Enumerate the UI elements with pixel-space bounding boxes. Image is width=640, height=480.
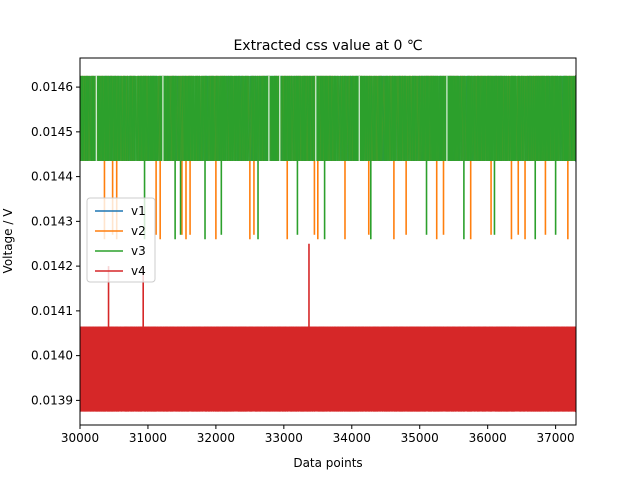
x-axis: 30000 31000 32000 33000 34000 35000 36000 37000 xyxy=(61,425,575,445)
legend-label-v2: v2 xyxy=(131,224,146,238)
series-v2 xyxy=(80,75,576,240)
y-tick-label: 0.0139 xyxy=(31,393,73,407)
x-tick-label: 30000 xyxy=(61,431,99,445)
x-axis-label: Data points xyxy=(293,456,362,470)
x-tick-label: 36000 xyxy=(469,431,507,445)
series-band-v4 xyxy=(80,326,576,412)
y-tick-label: 0.0145 xyxy=(31,125,73,139)
y-tick-label: 0.0140 xyxy=(31,349,73,363)
y-tick-label: 0.0143 xyxy=(31,214,73,228)
series-layer xyxy=(80,75,576,413)
legend-box xyxy=(86,197,156,283)
legend-label-v4: v4 xyxy=(131,264,146,278)
plot-frame xyxy=(79,57,577,426)
y-tick-label: 0.0141 xyxy=(31,304,73,318)
x-tick-label: 34000 xyxy=(333,431,371,445)
series-v4 xyxy=(80,243,576,413)
chart-title: Extracted css value at 0 ℃ xyxy=(233,38,422,54)
x-tick-label: 37000 xyxy=(537,431,575,445)
y-axis: 0.0139 0.0140 0.0141 0.0142 0.0143 0.0144 0.01… xyxy=(31,80,80,407)
legend-label-v1: v1 xyxy=(131,204,146,218)
x-tick-label: 31000 xyxy=(129,431,167,445)
series-band-v3 xyxy=(80,75,576,161)
y-tick-label: 0.0146 xyxy=(31,80,73,94)
x-tick-label: 32000 xyxy=(197,431,235,445)
y-tick-label: 0.0144 xyxy=(31,170,73,184)
legend-label-v3: v3 xyxy=(131,244,146,258)
x-tick-label: 35000 xyxy=(401,431,439,445)
y-axis-label: Voltage / V xyxy=(1,208,15,274)
x-tick-label: 33000 xyxy=(265,431,303,445)
legend: v1 v2 v3 v4 xyxy=(86,197,156,283)
y-tick-label: 0.0142 xyxy=(31,259,73,273)
